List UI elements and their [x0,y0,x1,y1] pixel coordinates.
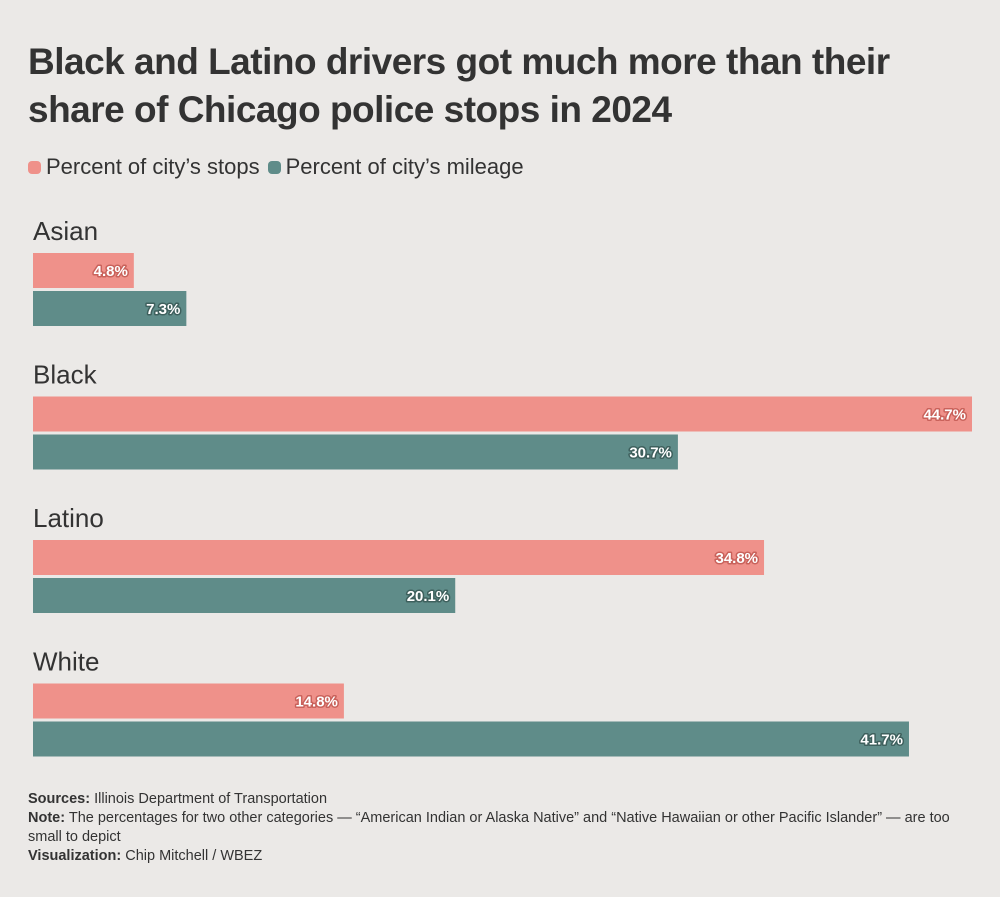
bar-stops [33,683,344,719]
data-label: 41.7% [860,732,903,749]
bar-stops [33,396,972,432]
category-group-black: Black 44.7% 30.7% [33,360,972,470]
sources-text: Illinois Department of Transportation [94,791,328,807]
legend-item-mileage: Percent of city’s mileage [267,154,524,180]
bar-mileage [33,291,187,326]
category-group-latino: Latino 34.8% 20.1% [33,503,765,613]
legend: Percent of city’s stops Percent of city’… [28,153,532,181]
chart-title: Black and Latino drivers got much more t… [28,41,890,130]
bar-stops [33,540,765,575]
bar-chart: Asian 4.8% 7.3% Black 44.7% 30.7% Latino 34.8% 2… [33,216,972,757]
data-label: 4.8% [94,263,128,280]
note-line: Note: The percentages for two other cate… [28,809,978,847]
viz-line: Visualization: Chip Mitchell / WBEZ [28,847,978,866]
category-label: Asian [33,216,98,246]
viz-text: Chip Mitchell / WBEZ [125,848,263,864]
bar-mileage [33,434,678,470]
viz-label: Visualization: [28,848,122,864]
data-label: 20.1% [407,588,450,605]
category-group-asian: Asian 4.8% 7.3% [33,216,187,326]
legend-swatch-stops [28,160,41,174]
sources-line: Sources: Illinois Department of Transpor… [28,790,978,809]
bar-mileage [33,721,909,757]
legend-swatch-mileage [267,160,281,174]
note-label: Note: [28,810,66,826]
legend-item-stops: Percent of city’s stops [28,154,260,180]
category-label: White [33,647,99,677]
chart-footer: Sources: Illinois Department of Transpor… [28,790,978,866]
data-label: 14.8% [295,694,338,711]
category-label: Latino [33,503,104,533]
bar-stops [33,253,134,288]
category-group-white: White 14.8% 41.7% [33,647,909,757]
bar-mileage [33,578,456,613]
sources-label: Sources: [28,791,91,807]
data-label: 34.8% [715,550,758,567]
legend-label-stops: Percent of city’s stops [46,154,260,179]
category-label: Black [33,360,98,390]
data-label: 44.7% [923,407,966,424]
note-text: The percentages for two other categories… [28,810,950,845]
legend-label-mileage: Percent of city’s mileage [285,154,524,179]
data-label: 30.7% [629,445,672,462]
data-label: 7.3% [146,301,180,318]
